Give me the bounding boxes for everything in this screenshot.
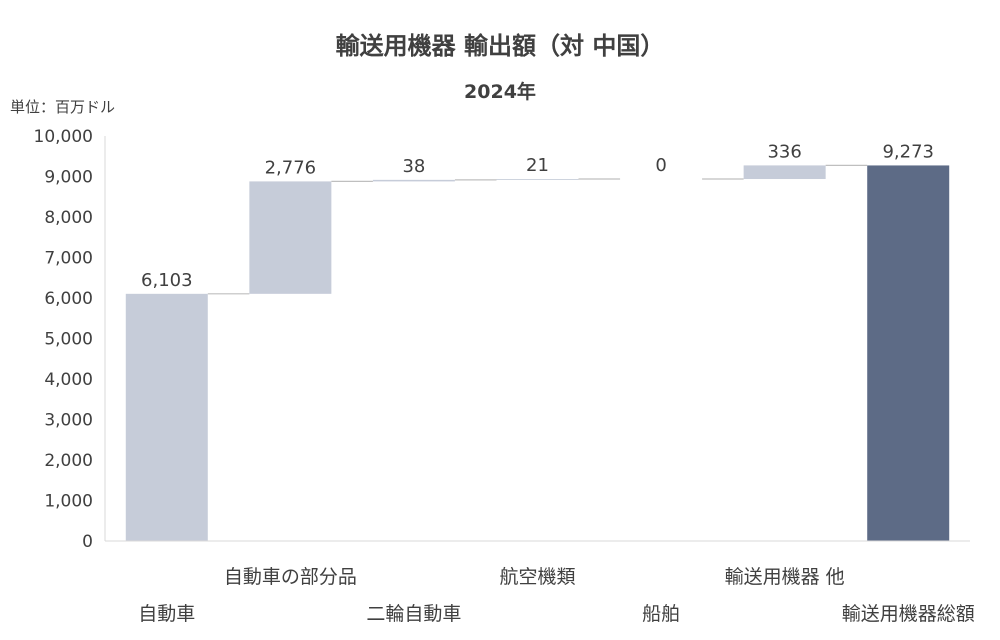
bar xyxy=(125,293,208,541)
bar xyxy=(249,181,332,294)
y-tick-label: 7,000 xyxy=(44,249,93,269)
x-tick-label: 輸送用機器総額 xyxy=(842,603,975,625)
y-axis: 0 1,000 2,000 3,000 4,000 5,000 6,000 7,000 8,00… xyxy=(34,127,106,552)
x-tick-label: 二輪自動車 xyxy=(366,603,461,625)
connector-lines xyxy=(207,164,868,295)
y-tick-label: 5,000 xyxy=(44,330,93,350)
x-tick-label: 輸送用機器 他 xyxy=(725,566,845,588)
y-tick-label: 0 xyxy=(82,532,93,552)
y-tick-label: 9,000 xyxy=(44,168,93,188)
y-tick-label: 6,000 xyxy=(44,289,93,309)
bars xyxy=(125,165,950,542)
data-label: 336 xyxy=(767,141,801,162)
y-tick-label: 8,000 xyxy=(44,208,93,228)
data-label: 0 xyxy=(655,155,666,176)
data-label: 6,103 xyxy=(141,270,193,291)
chart-title: 輸送用機器 輸出額（対 中国） xyxy=(336,32,665,60)
bar xyxy=(743,165,826,180)
data-label: 9,273 xyxy=(882,141,934,162)
bar xyxy=(372,179,455,182)
x-tick-label: 航空機類 xyxy=(499,566,575,588)
y-tick-label: 10,000 xyxy=(34,127,93,147)
x-tick-label: 船舶 xyxy=(642,603,680,625)
x-tick-label: 自動車 xyxy=(138,603,195,625)
data-label: 38 xyxy=(402,156,425,177)
chart-subtitle: 2024年 xyxy=(464,80,536,103)
y-tick-label: 1,000 xyxy=(44,492,93,512)
data-label: 2,776 xyxy=(265,157,317,178)
y-tick-label: 2,000 xyxy=(44,451,93,471)
bar xyxy=(496,179,579,180)
data-label: 21 xyxy=(526,155,549,176)
bar xyxy=(867,165,950,542)
x-tick-label: 自動車の部分品 xyxy=(224,566,357,588)
y-tick-label: 3,000 xyxy=(44,411,93,431)
data-labels: 6,103 2,776 38 21 0 336 9,273 xyxy=(141,141,934,290)
unit-label: 単位：百万ドル xyxy=(10,98,115,116)
y-tick-label: 4,000 xyxy=(44,370,93,390)
